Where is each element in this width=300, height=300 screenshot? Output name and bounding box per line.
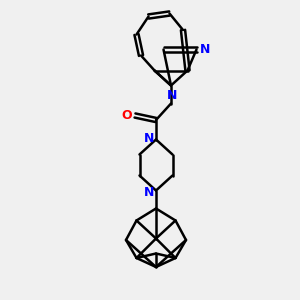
Text: N: N bbox=[143, 185, 154, 199]
Text: N: N bbox=[143, 131, 154, 145]
Text: O: O bbox=[122, 109, 132, 122]
Text: N: N bbox=[200, 43, 211, 56]
Text: N: N bbox=[167, 89, 178, 102]
